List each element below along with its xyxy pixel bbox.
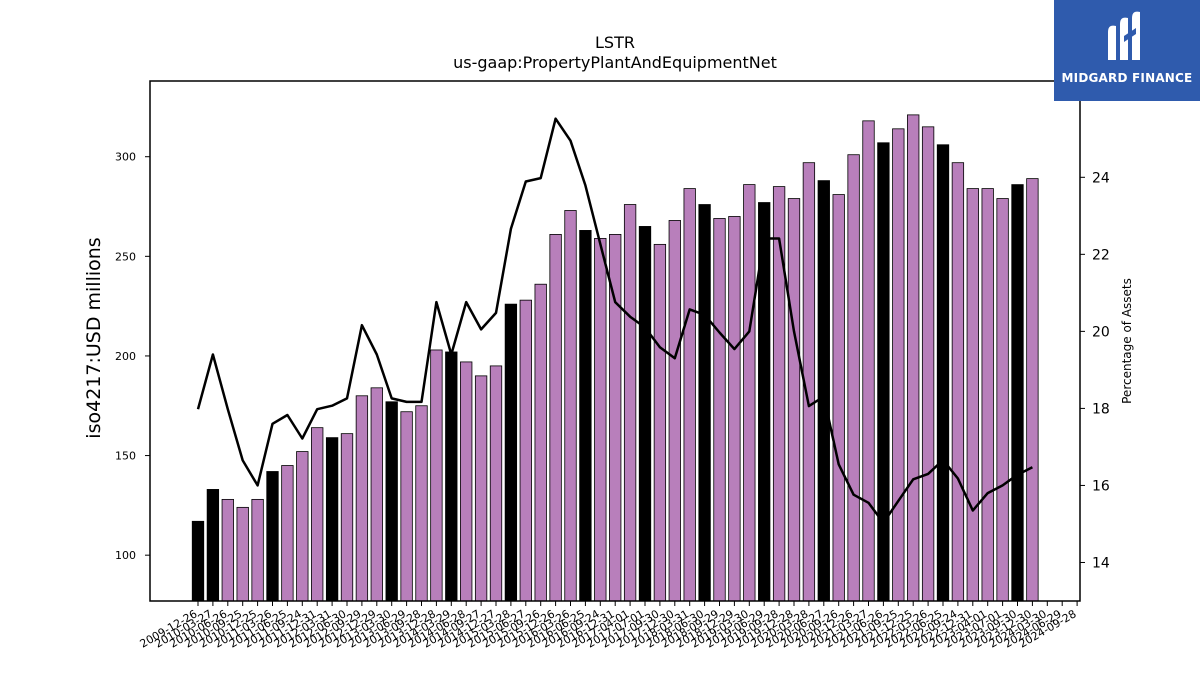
- bar-2014-06-28: [460, 361, 473, 602]
- y2-tick-label: 14: [1092, 555, 1110, 571]
- bar-2010-06-26: [221, 498, 234, 602]
- bar-2019-03-30: [743, 184, 756, 602]
- bar-2019-09-28: [772, 186, 786, 602]
- bar-2017-09-30: [653, 243, 667, 602]
- bar-2015-09-26: [534, 283, 547, 602]
- bar-2018-03-31: [683, 188, 696, 602]
- y-tick-label: 100: [115, 549, 136, 562]
- bar-2010-03-27: [206, 489, 220, 602]
- bar-2011-06-25: [281, 465, 294, 602]
- bar-2012-03-31: [325, 437, 339, 602]
- bar-2018-06-30: [698, 204, 711, 602]
- y2-tick-label: 22: [1092, 247, 1110, 263]
- bar-2016-06-25: [579, 230, 592, 602]
- bar-2012-06-30: [340, 433, 354, 602]
- bar-2020-09-26: [832, 194, 845, 602]
- y2-axis-ticks: 14 16 18 20 22 24: [1080, 170, 1110, 571]
- bar-2011-03-26: [266, 471, 279, 602]
- bar-2016-03-26: [564, 210, 577, 602]
- bar-2021-03-27: [862, 120, 875, 602]
- bar-2022-03-26: [921, 126, 935, 602]
- y-tick-label: 150: [115, 450, 136, 463]
- bar-2023-07-01: [996, 198, 1009, 602]
- bar-2017-12-30: [668, 220, 681, 602]
- bar-2021-06-26: [877, 142, 890, 602]
- bar-2022-09-24: [951, 162, 965, 602]
- bar-2013-09-28: [415, 405, 428, 602]
- y-tick-label: 250: [115, 250, 136, 263]
- bar-2023-04-01: [981, 188, 994, 602]
- midgard-logo-icon: [1108, 11, 1140, 61]
- bar-2020-12-26: [847, 154, 860, 602]
- bar-2013-06-29: [400, 411, 413, 602]
- y2-tick-label: 18: [1092, 401, 1110, 417]
- bar-2013-03-30: [385, 401, 398, 602]
- bar-2023-09-30: [1011, 184, 1024, 602]
- bar-2015-03-28: [504, 303, 518, 602]
- bar-2016-09-24: [594, 237, 607, 602]
- bar-2017-04-01: [623, 204, 637, 602]
- bar-2011-12-31: [311, 427, 324, 602]
- bar-2021-09-25: [892, 128, 905, 602]
- brand-name: MIDGARD FINANCE: [1061, 71, 1193, 85]
- chart-subtitle: us-gaap:PropertyPlantAndEquipmentNet: [453, 53, 777, 72]
- bar-2014-12-27: [489, 365, 503, 602]
- plot-frame: [149, 80, 1081, 602]
- y2-tick-label: 24: [1092, 170, 1110, 186]
- bar-2018-12-29: [728, 216, 741, 602]
- bar-2020-06-27: [817, 180, 830, 602]
- bar-2012-12-29: [370, 387, 383, 602]
- bar-2009-12-26: [191, 520, 205, 602]
- y-axis-ticks: 100 150 200 250 300: [115, 151, 150, 562]
- y2-axis-label: Percentage of Assets: [1120, 278, 1134, 404]
- bar-2017-07-01: [638, 226, 652, 602]
- bar-2015-12-26: [549, 234, 562, 602]
- bar-2015-06-27: [519, 299, 532, 602]
- bar-series: [191, 114, 1039, 602]
- bar-2023-12-30: [1026, 178, 1039, 602]
- bar-2010-12-25: [251, 498, 264, 602]
- bar-2022-12-31: [966, 188, 979, 602]
- y2-tick-label: 20: [1092, 324, 1110, 340]
- y-tick-label: 200: [115, 350, 136, 363]
- bar-2014-09-27: [474, 375, 488, 602]
- bar-2010-09-25: [236, 506, 249, 602]
- y2-tick-label: 16: [1092, 478, 1110, 494]
- y-axis-label: iso4217:USD millions: [83, 237, 105, 438]
- y-tick-label: 300: [115, 151, 136, 164]
- bar-2014-03-29: [445, 351, 458, 602]
- chart-title: LSTR: [595, 33, 635, 52]
- bar-2021-12-25: [907, 114, 920, 602]
- bar-2022-06-25: [936, 144, 950, 602]
- percentage-line: [196, 117, 1033, 525]
- bar-2012-09-29: [355, 395, 369, 602]
- bar-2013-12-28: [430, 349, 443, 602]
- bar-2018-09-29: [713, 218, 726, 602]
- bar-2011-09-24: [296, 451, 309, 602]
- percentage-line-series: [196, 117, 1033, 525]
- bar-2019-12-28: [787, 198, 801, 602]
- brand-logo: MIDGARD FINANCE: [1054, 0, 1200, 101]
- x-axis-ticks: 2009-12-262010-03-272010-06-262010-09-25…: [138, 601, 1079, 651]
